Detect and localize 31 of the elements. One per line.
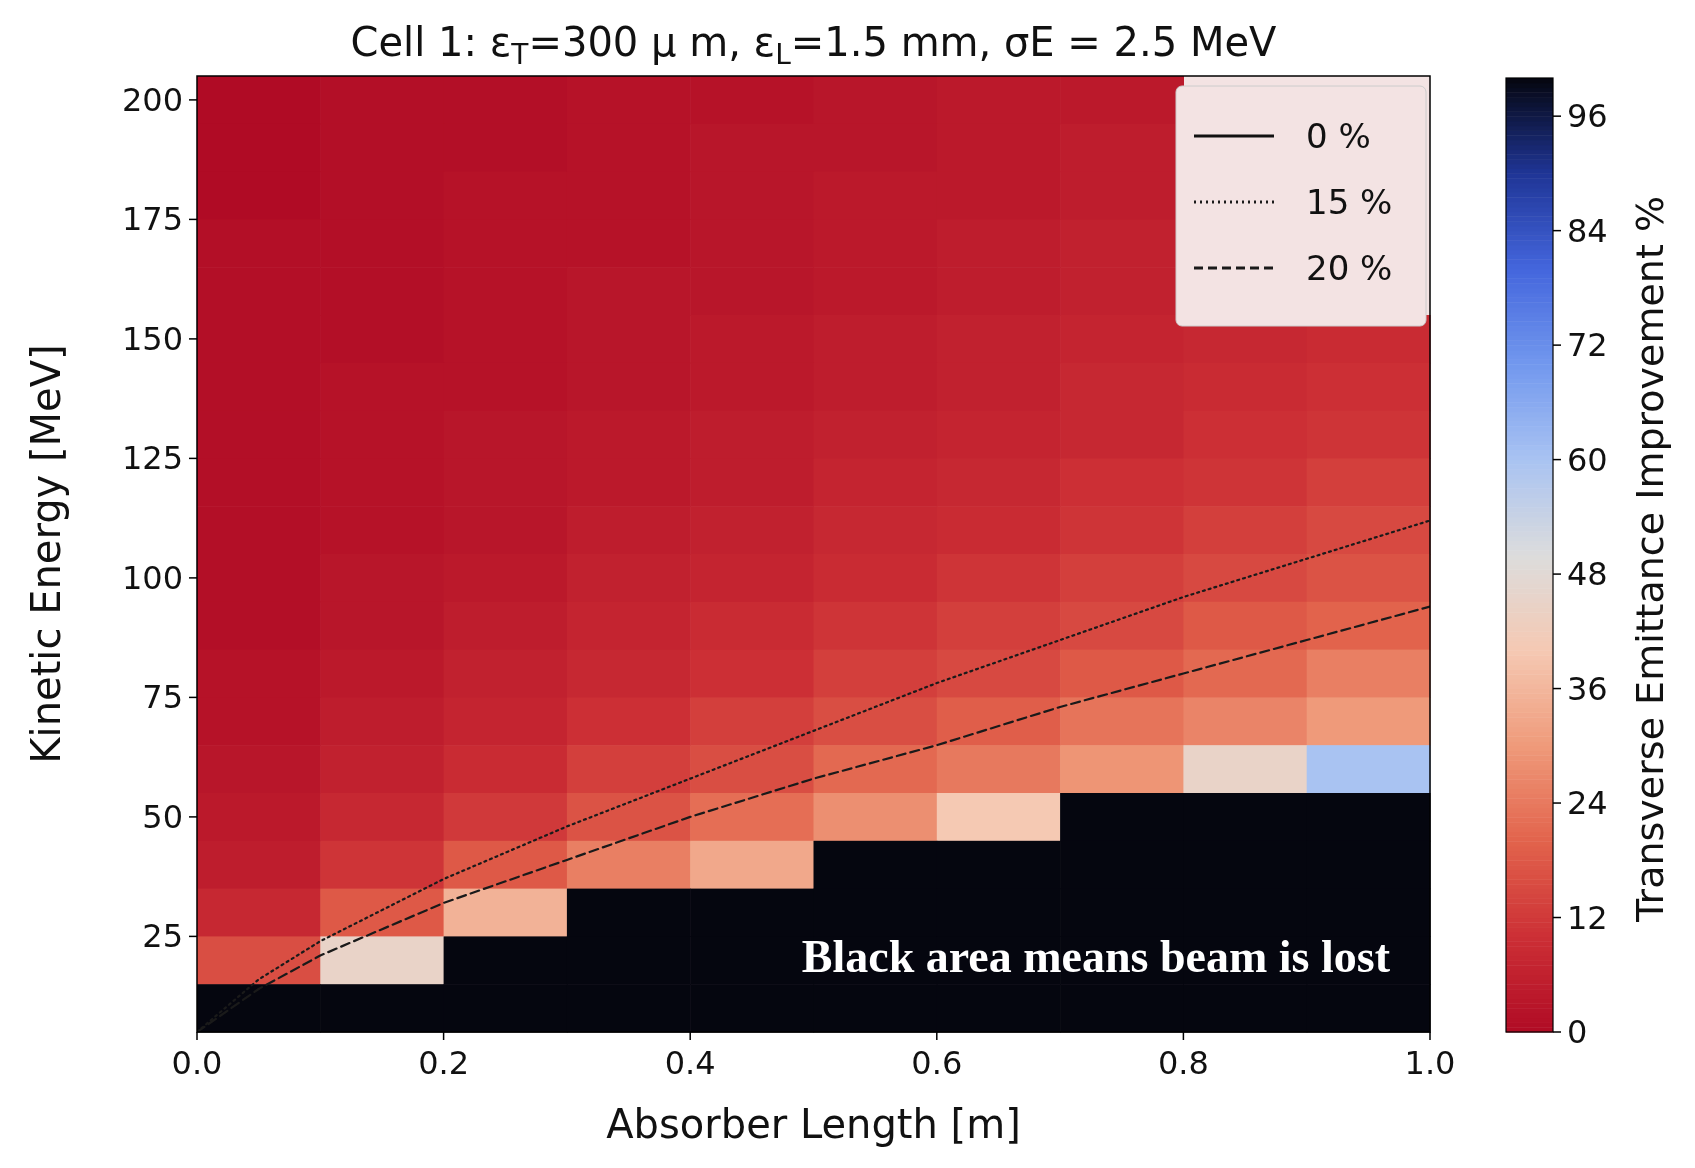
x-tick-label: 0.6 <box>911 1044 963 1082</box>
x-tick-label: 0.8 <box>1157 1044 1209 1082</box>
legend-label: 0 % <box>1306 116 1371 156</box>
color-bar-label: 0 <box>1567 1013 1588 1051</box>
color-bar-label: 12 <box>1567 898 1608 937</box>
y-tick-label: 75 <box>142 678 183 717</box>
color-bar-label: 36 <box>1567 669 1608 708</box>
y-tick-label: 175 <box>121 200 183 239</box>
color-bar-label: 24 <box>1567 784 1608 823</box>
x-tick-label: 0.0 <box>171 1044 223 1082</box>
legend-label: 15 % <box>1306 182 1393 222</box>
color-bar-label: 48 <box>1567 555 1608 594</box>
annotation: Black area means beam is lost <box>801 931 1391 982</box>
x-tick-label: 0.2 <box>418 1044 470 1082</box>
y-tick-label: 25 <box>142 917 183 956</box>
y-axis-title: Kinetic Energy [MeV] <box>23 344 69 764</box>
y-tick-label: 150 <box>121 319 183 358</box>
color-bar-label: 72 <box>1567 326 1608 365</box>
y-tick-label: 50 <box>142 797 183 836</box>
x-tick-label: 1.0 <box>1404 1044 1456 1082</box>
y-tick-label: 125 <box>121 439 183 478</box>
y-tick-label: 200 <box>121 80 183 119</box>
x-axis-title: Absorber Length [m] <box>606 1101 1021 1147</box>
chart-title: Cell 1: ε$_{T}$=300 μ m, ε$_{L}$=1.5 mm, σE = 2.5 MeV <box>350 19 1278 72</box>
color-bar-title: Transverse Emittance Improvement % <box>1628 195 1672 924</box>
y-tick-label: 100 <box>121 558 183 597</box>
color-bar-label: 60 <box>1567 440 1608 479</box>
color-bar-label: 96 <box>1567 97 1608 136</box>
color-bar-label: 84 <box>1567 211 1608 250</box>
legend-label: 20 % <box>1306 248 1393 288</box>
x-tick-label: 0.4 <box>664 1044 716 1082</box>
